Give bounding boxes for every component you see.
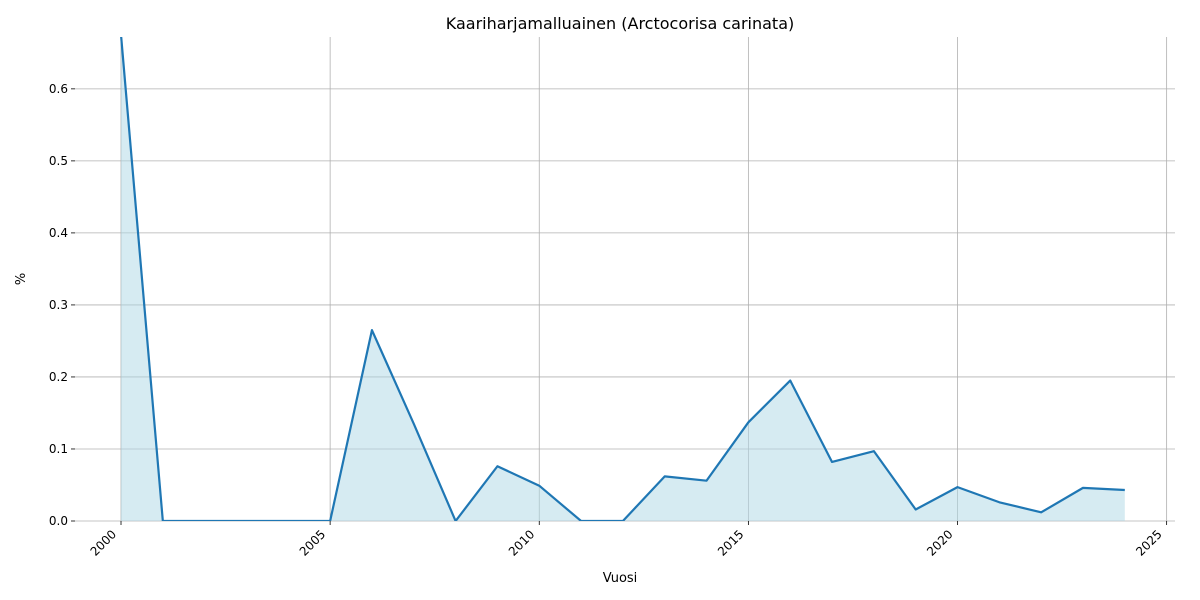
y-axis: 0.0 0.1 0.2 0.3 0.4 0.5 0.6	[49, 82, 75, 528]
x-tick-label: 2015	[715, 527, 746, 558]
x-tick-label: 2010	[506, 527, 537, 558]
x-tick-label: 2005	[297, 527, 328, 558]
y-tick-label: 0.3	[49, 298, 68, 312]
line-layer	[120, 37, 1125, 521]
y-tick-label: 0.5	[49, 154, 68, 168]
y-tick-label: 0.0	[49, 514, 68, 528]
x-tick-label: 2000	[88, 527, 119, 558]
grid	[75, 37, 1175, 522]
y-tick-label: 0.1	[49, 442, 68, 456]
x-tick-label: 2025	[1133, 527, 1164, 558]
y-tick-label: 0.2	[49, 370, 68, 384]
series-line	[120, 37, 1125, 521]
y-tick-label: 0.4	[49, 226, 68, 240]
area-layer	[121, 37, 1125, 521]
x-axis-label: Vuosi	[603, 571, 638, 586]
x-axis: 2000 2005 2010 2015 2020 2025	[88, 521, 1168, 559]
chart-title: Kaariharjamalluainen (Arctocorisa carina…	[446, 14, 795, 33]
y-axis-label: %	[14, 273, 29, 285]
series-area	[121, 37, 1125, 521]
y-tick-label: 0.6	[49, 82, 68, 96]
x-tick-label: 2020	[924, 527, 955, 558]
